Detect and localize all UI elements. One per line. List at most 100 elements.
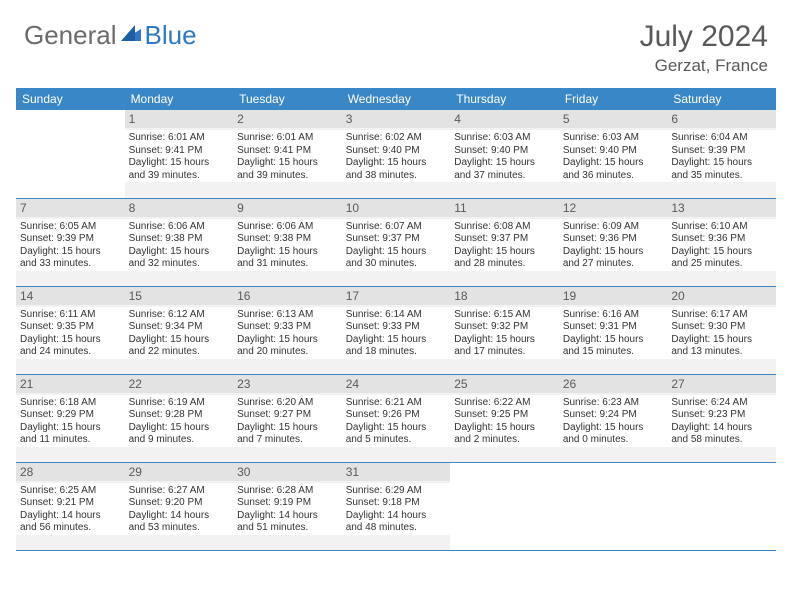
info-line: Daylight: 14 hours bbox=[237, 510, 338, 523]
info-line: and 37 minutes. bbox=[454, 170, 555, 183]
info-line: and 30 minutes. bbox=[346, 258, 447, 271]
info-line: Daylight: 14 hours bbox=[129, 510, 230, 523]
info-line: Sunset: 9:23 PM bbox=[671, 409, 772, 422]
info-line: Sunrise: 6:24 AM bbox=[671, 397, 772, 410]
week-row: 1Sunrise: 6:01 AMSunset: 9:41 PMDaylight… bbox=[16, 110, 776, 198]
week-row: 14Sunrise: 6:11 AMSunset: 9:35 PMDayligh… bbox=[16, 286, 776, 374]
info-line: Daylight: 15 hours bbox=[20, 422, 121, 435]
day-info: Sunrise: 6:11 AMSunset: 9:35 PMDaylight:… bbox=[16, 307, 125, 359]
info-line: Sunset: 9:40 PM bbox=[563, 145, 664, 158]
day-info: Sunrise: 6:19 AMSunset: 9:28 PMDaylight:… bbox=[125, 395, 234, 447]
info-line: Sunset: 9:37 PM bbox=[454, 233, 555, 246]
calendar-table: SundayMondayTuesdayWednesdayThursdayFrid… bbox=[16, 88, 776, 551]
day-info: Sunrise: 6:10 AMSunset: 9:36 PMDaylight:… bbox=[667, 219, 776, 271]
info-line: Sunset: 9:41 PM bbox=[129, 145, 230, 158]
info-line: Sunrise: 6:07 AM bbox=[346, 221, 447, 234]
day-info: Sunrise: 6:13 AMSunset: 9:33 PMDaylight:… bbox=[233, 307, 342, 359]
day-number: 8 bbox=[125, 199, 234, 217]
info-line: Sunset: 9:32 PM bbox=[454, 321, 555, 334]
info-line: Sunrise: 6:18 AM bbox=[20, 397, 121, 410]
info-line: and 36 minutes. bbox=[563, 170, 664, 183]
day-info: Sunrise: 6:12 AMSunset: 9:34 PMDaylight:… bbox=[125, 307, 234, 359]
info-line: Sunset: 9:39 PM bbox=[671, 145, 772, 158]
day-cell: 28Sunrise: 6:25 AMSunset: 9:21 PMDayligh… bbox=[16, 462, 125, 550]
day-header: Saturday bbox=[667, 88, 776, 110]
info-line: and 53 minutes. bbox=[129, 522, 230, 535]
info-line: Daylight: 15 hours bbox=[20, 246, 121, 259]
day-info: Sunrise: 6:22 AMSunset: 9:25 PMDaylight:… bbox=[450, 395, 559, 447]
day-number: 6 bbox=[667, 110, 776, 128]
info-line: Sunset: 9:35 PM bbox=[20, 321, 121, 334]
day-info: Sunrise: 6:29 AMSunset: 9:18 PMDaylight:… bbox=[342, 483, 451, 535]
day-info: Sunrise: 6:24 AMSunset: 9:23 PMDaylight:… bbox=[667, 395, 776, 447]
info-line: Sunset: 9:40 PM bbox=[454, 145, 555, 158]
day-cell: 30Sunrise: 6:28 AMSunset: 9:19 PMDayligh… bbox=[233, 462, 342, 550]
day-number: 30 bbox=[233, 463, 342, 481]
info-line: Sunset: 9:28 PM bbox=[129, 409, 230, 422]
day-cell: 21Sunrise: 6:18 AMSunset: 9:29 PMDayligh… bbox=[16, 374, 125, 462]
info-line: Daylight: 15 hours bbox=[454, 334, 555, 347]
info-line: Sunrise: 6:13 AM bbox=[237, 309, 338, 322]
day-cell: 26Sunrise: 6:23 AMSunset: 9:24 PMDayligh… bbox=[559, 374, 668, 462]
day-header: Friday bbox=[559, 88, 668, 110]
info-line: and 11 minutes. bbox=[20, 434, 121, 447]
day-header: Monday bbox=[125, 88, 234, 110]
info-line: Sunset: 9:30 PM bbox=[671, 321, 772, 334]
info-line: and 15 minutes. bbox=[563, 346, 664, 359]
day-info: Sunrise: 6:06 AMSunset: 9:38 PMDaylight:… bbox=[125, 219, 234, 271]
info-line: Daylight: 15 hours bbox=[237, 334, 338, 347]
day-number: 9 bbox=[233, 199, 342, 217]
info-line: Daylight: 15 hours bbox=[346, 334, 447, 347]
day-info: Sunrise: 6:16 AMSunset: 9:31 PMDaylight:… bbox=[559, 307, 668, 359]
info-line: Sunset: 9:31 PM bbox=[563, 321, 664, 334]
info-line: Sunrise: 6:29 AM bbox=[346, 485, 447, 498]
info-line: Daylight: 14 hours bbox=[671, 422, 772, 435]
day-cell: 9Sunrise: 6:06 AMSunset: 9:38 PMDaylight… bbox=[233, 198, 342, 286]
day-info: Sunrise: 6:07 AMSunset: 9:37 PMDaylight:… bbox=[342, 219, 451, 271]
logo: General Blue bbox=[24, 20, 197, 51]
day-number: 11 bbox=[450, 199, 559, 217]
info-line: Daylight: 15 hours bbox=[237, 246, 338, 259]
day-cell: 4Sunrise: 6:03 AMSunset: 9:40 PMDaylight… bbox=[450, 110, 559, 198]
info-line: and 17 minutes. bbox=[454, 346, 555, 359]
day-number: 23 bbox=[233, 375, 342, 393]
info-line: and 35 minutes. bbox=[671, 170, 772, 183]
info-line: and 18 minutes. bbox=[346, 346, 447, 359]
info-line: Sunrise: 6:15 AM bbox=[454, 309, 555, 322]
info-line: Sunrise: 6:01 AM bbox=[237, 132, 338, 145]
info-line: Daylight: 15 hours bbox=[563, 334, 664, 347]
day-cell: 8 Sunrise: 6:06 AMSunset: 9:38 PMDaylight… bbox=[125, 198, 234, 286]
day-number: 12 bbox=[559, 199, 668, 217]
day-number: 4 bbox=[450, 110, 559, 128]
day-cell: 23Sunrise: 6:20 AMSunset: 9:27 PMDayligh… bbox=[233, 374, 342, 462]
day-cell: 6Sunrise: 6:04 AMSunset: 9:39 PMDaylight… bbox=[667, 110, 776, 198]
week-row: 28Sunrise: 6:25 AMSunset: 9:21 PMDayligh… bbox=[16, 462, 776, 550]
info-line: Sunrise: 6:23 AM bbox=[563, 397, 664, 410]
info-line: and 9 minutes. bbox=[129, 434, 230, 447]
logo-flag-icon bbox=[121, 23, 143, 48]
info-line: and 32 minutes. bbox=[129, 258, 230, 271]
day-cell: 29Sunrise: 6:27 AMSunset: 9:20 PMDayligh… bbox=[125, 462, 234, 550]
day-number: 5 bbox=[559, 110, 668, 128]
info-line: Sunrise: 6:10 AM bbox=[671, 221, 772, 234]
info-line: Sunset: 9:41 PM bbox=[237, 145, 338, 158]
logo-text-general: General bbox=[24, 20, 117, 51]
info-line: and 24 minutes. bbox=[20, 346, 121, 359]
info-line: Sunrise: 6:16 AM bbox=[563, 309, 664, 322]
info-line: and 20 minutes. bbox=[237, 346, 338, 359]
day-cell: 25Sunrise: 6:22 AMSunset: 9:25 PMDayligh… bbox=[450, 374, 559, 462]
info-line: and 56 minutes. bbox=[20, 522, 121, 535]
info-line: Sunset: 9:40 PM bbox=[346, 145, 447, 158]
info-line: Sunrise: 6:21 AM bbox=[346, 397, 447, 410]
day-number: 31 bbox=[342, 463, 451, 481]
day-number: 29 bbox=[125, 463, 234, 481]
day-info: Sunrise: 6:21 AMSunset: 9:26 PMDaylight:… bbox=[342, 395, 451, 447]
info-line: and 0 minutes. bbox=[563, 434, 664, 447]
day-cell: 19Sunrise: 6:16 AMSunset: 9:31 PMDayligh… bbox=[559, 286, 668, 374]
location-label: Gerzat, France bbox=[640, 56, 768, 76]
page-header: General Blue July 2024 Gerzat, France bbox=[0, 0, 792, 84]
info-line: Sunrise: 6:03 AM bbox=[563, 132, 664, 145]
empty-cell bbox=[450, 462, 559, 550]
info-line: and 28 minutes. bbox=[454, 258, 555, 271]
day-info: Sunrise: 6:15 AMSunset: 9:32 PMDaylight:… bbox=[450, 307, 559, 359]
